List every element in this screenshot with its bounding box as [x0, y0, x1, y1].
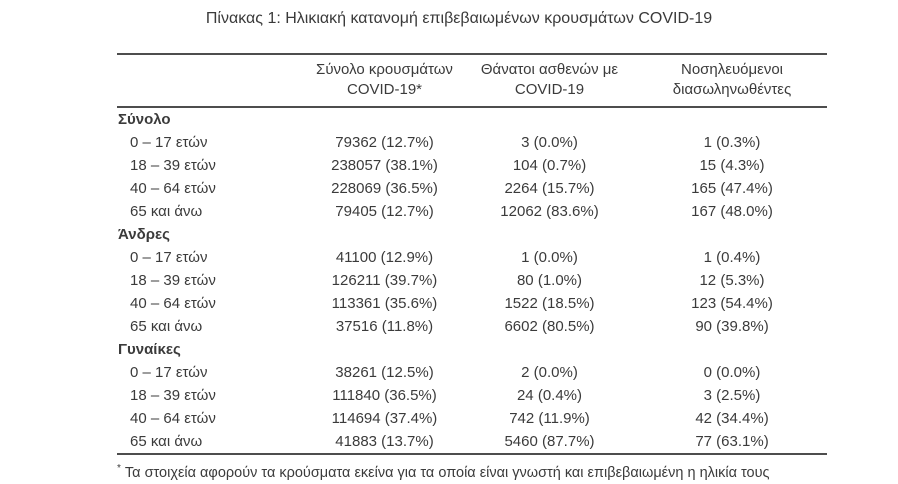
age-label-cell: 65 και άνω — [130, 203, 203, 220]
deaths-cell: 12062 (83.6%) — [500, 203, 599, 220]
deaths-cell: 1522 (18.5%) — [504, 295, 595, 312]
age-label-cell: 18 – 39 ετών — [130, 272, 216, 289]
age-label-cell: 18 – 39 ετών — [130, 387, 216, 404]
column-header-cases: Σύνολο κρουσμάτων COVID-19* — [307, 54, 462, 108]
deaths-cell: 104 (0.7%) — [512, 157, 587, 174]
empty-cell — [462, 338, 637, 361]
deaths-cell: 2 (0.0%) — [521, 364, 578, 381]
cases-cell: 114694 (37.4%) — [331, 410, 438, 427]
section-header-row-total: Σύνολο — [117, 107, 827, 131]
intubated-cell: 15 (4.3%) — [699, 157, 765, 174]
empty-cell — [637, 338, 827, 361]
intubated-cell: 77 (63.1%) — [695, 433, 769, 450]
age-label-cell: 0 – 17 ετών — [130, 249, 208, 266]
column-header-line: Θάνατοι ασθενών με — [480, 61, 619, 78]
column-header-line: Νοσηλευόμενοι — [680, 61, 783, 78]
section-header-row-women: Γυναίκες — [117, 338, 827, 361]
table-row: 18 – 39 ετών 238057 (38.1%) 104 (0.7%) 1… — [117, 154, 827, 177]
cases-cell: 228069 (36.5%) — [331, 180, 438, 197]
cases-cell: 111840 (36.5%) — [332, 387, 437, 404]
column-header-line: COVID-19* — [346, 81, 423, 98]
deaths-cell: 24 (0.4%) — [516, 387, 583, 404]
cases-cell: 79405 (12.7%) — [335, 203, 434, 220]
empty-cell — [462, 107, 637, 131]
intubated-cell: 1 (0.3%) — [703, 134, 761, 151]
column-header-deaths: Θάνατοι ασθενών με COVID-19 — [462, 54, 637, 108]
intubated-cell: 90 (39.8%) — [695, 318, 769, 335]
empty-cell — [637, 107, 827, 131]
intubated-cell: 3 (2.5%) — [703, 387, 761, 404]
footnote-text: Τα στοιχεία αφορούν τα κρούσματα εκείνα … — [124, 464, 770, 481]
footnote: * Τα στοιχεία αφορούν τα κρούσματα εκείνα… — [117, 459, 898, 483]
empty-cell — [637, 223, 827, 246]
empty-cell — [307, 338, 462, 361]
table-title: Πίνακας 1: Ηλικιακή κατανομή επιβεβαιωμέ… — [205, 10, 713, 27]
deaths-cell: 1 (0.0%) — [521, 249, 578, 266]
column-header-line: διασωληνωθέντες — [672, 81, 792, 98]
age-label-cell: 40 – 64 ετών — [130, 410, 216, 427]
table-row: 40 – 64 ετών 113361 (35.6%) 1522 (18.5%)… — [117, 292, 827, 315]
covid-age-table: Σύνολο κρουσμάτων COVID-19* Θάνατοι ασθε… — [117, 53, 827, 455]
intubated-cell: 167 (48.0%) — [691, 203, 773, 220]
cases-cell: 38261 (12.5%) — [335, 364, 434, 381]
report-page: Πίνακας 1: Ηλικιακή κατανομή επιβεβαιωμέ… — [0, 9, 898, 484]
empty-cell — [462, 223, 637, 246]
section-label-cell: Σύνολο — [118, 111, 171, 128]
age-label-cell: 18 – 39 ετών — [130, 157, 216, 174]
section-header-row-men: Άνδρες — [117, 223, 827, 246]
table-row: 18 – 39 ετών 111840 (36.5%) 24 (0.4%) 3 … — [117, 384, 827, 407]
cases-cell: 41100 (12.9%) — [335, 249, 434, 266]
empty-cell — [307, 107, 462, 131]
table-row: 0 – 17 ετών 38261 (12.5%) 2 (0.0%) 0 (0.… — [117, 361, 827, 384]
footnote-marker: * — [117, 463, 121, 474]
deaths-cell: 3 (0.0%) — [521, 134, 578, 151]
age-label-cell: 40 – 64 ετών — [130, 295, 216, 312]
cases-cell: 41883 (13.7%) — [335, 433, 434, 450]
intubated-cell: 165 (47.4%) — [691, 180, 773, 197]
table-body: Σύνολο 0 – 17 ετών 79362 (12.7%) 3 (0.0%… — [117, 107, 827, 454]
deaths-cell: 80 (1.0%) — [516, 272, 583, 289]
table-row: 40 – 64 ετών 228069 (36.5%) 2264 (15.7%)… — [117, 177, 827, 200]
intubated-cell: 123 (54.4%) — [691, 295, 773, 312]
table-row: 0 – 17 ετών 79362 (12.7%) 3 (0.0%) 1 (0.… — [117, 131, 827, 154]
column-header-intubated: Νοσηλευόμενοι διασωληνωθέντες — [637, 54, 827, 108]
cases-cell: 238057 (38.1%) — [331, 157, 438, 174]
cases-cell: 37516 (11.8%) — [335, 318, 434, 335]
age-label-cell: 0 – 17 ετών — [130, 364, 208, 381]
header-row: Σύνολο κρουσμάτων COVID-19* Θάνατοι ασθε… — [117, 54, 827, 108]
section-label-cell: Γυναίκες — [118, 341, 181, 358]
table-row: 18 – 39 ετών 126211 (39.7%) 80 (1.0%) 12… — [117, 269, 827, 292]
cases-cell: 79362 (12.7%) — [335, 134, 434, 151]
table-row: 65 και άνω 79405 (12.7%) 12062 (83.6%) 1… — [117, 200, 827, 223]
deaths-cell: 5460 (87.7%) — [504, 433, 595, 450]
deaths-cell: 2264 (15.7%) — [504, 180, 595, 197]
deaths-cell: 742 (11.9%) — [509, 410, 590, 427]
intubated-cell: 12 (5.3%) — [699, 272, 765, 289]
table-row: 40 – 64 ετών 114694 (37.4%) 742 (11.9%) … — [117, 407, 827, 430]
table-row: 0 – 17 ετών 41100 (12.9%) 1 (0.0%) 1 (0.… — [117, 246, 827, 269]
cases-cell: 126211 (39.7%) — [331, 272, 438, 289]
column-header-line: Σύνολο κρουσμάτων — [316, 61, 453, 78]
intubated-cell: 42 (34.4%) — [695, 410, 769, 427]
age-label-cell: 40 – 64 ετών — [130, 180, 216, 197]
age-label-cell: 65 και άνω — [130, 318, 203, 335]
table-header: Σύνολο κρουσμάτων COVID-19* Θάνατοι ασθε… — [117, 54, 827, 108]
section-label-cell: Άνδρες — [118, 226, 170, 243]
table-row: 65 και άνω 37516 (11.8%) 6602 (80.5%) 90… — [117, 315, 827, 338]
cases-cell: 113361 (35.6%) — [331, 295, 438, 312]
empty-cell — [307, 223, 462, 246]
deaths-cell: 6602 (80.5%) — [504, 318, 595, 335]
age-label-cell: 65 και άνω — [130, 433, 203, 450]
empty-header-cell — [117, 54, 307, 108]
intubated-cell: 1 (0.4%) — [703, 249, 761, 266]
age-label-cell: 0 – 17 ετών — [130, 134, 208, 151]
column-header-line: COVID-19 — [514, 81, 585, 98]
intubated-cell: 0 (0.0%) — [703, 364, 761, 381]
table-row: 65 και άνω 41883 (13.7%) 5460 (87.7%) 77… — [117, 430, 827, 454]
